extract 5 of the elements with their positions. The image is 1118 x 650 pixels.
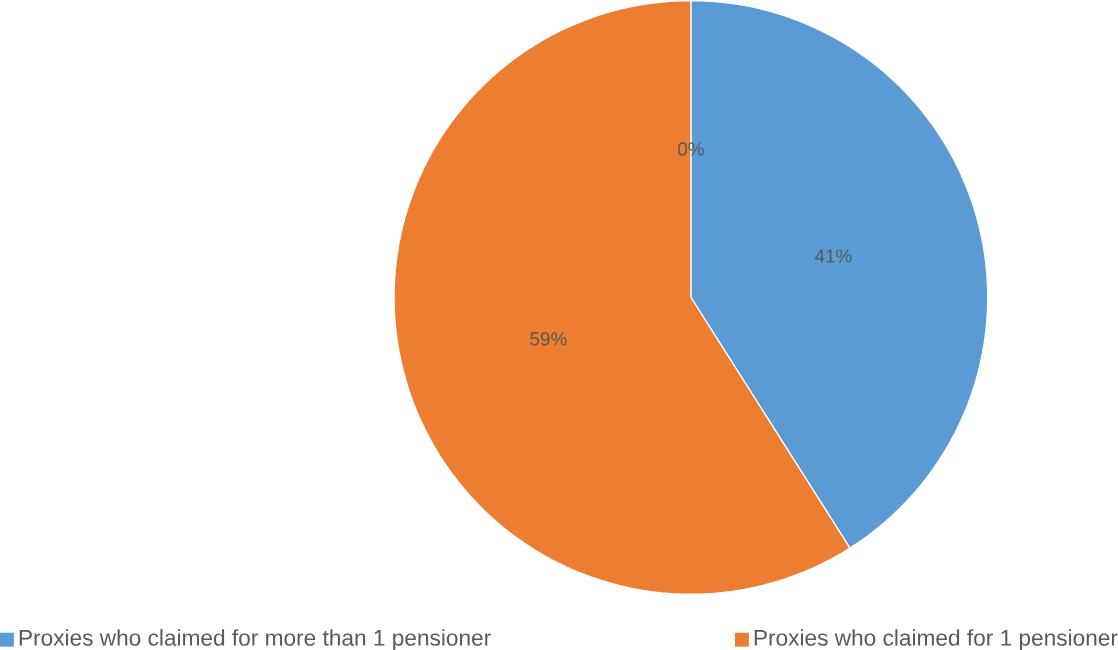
- data-label: 59%: [530, 332, 567, 346]
- legend-label: Proxies who claimed for more than 1 pensioner: [19, 629, 491, 650]
- legend-label: Proxies who claimed for 1 pensioner: [754, 629, 1118, 650]
- text: 0%: [677, 142, 704, 156]
- data-label: 41%: [814, 249, 852, 263]
